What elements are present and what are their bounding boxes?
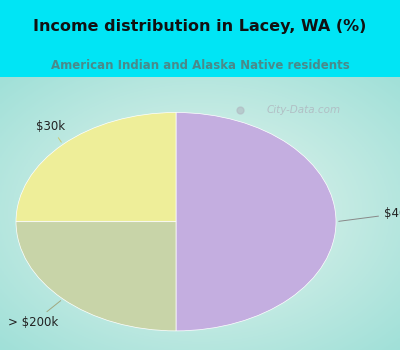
Text: $30k: $30k — [36, 120, 65, 142]
Wedge shape — [16, 112, 176, 222]
Wedge shape — [16, 222, 176, 331]
Text: > $200k: > $200k — [8, 301, 61, 329]
Text: $40k: $40k — [339, 207, 400, 221]
Text: American Indian and Alaska Native residents: American Indian and Alaska Native reside… — [51, 59, 349, 72]
Wedge shape — [176, 112, 336, 331]
Text: Income distribution in Lacey, WA (%): Income distribution in Lacey, WA (%) — [33, 19, 367, 34]
Text: City-Data.com: City-Data.com — [267, 105, 341, 115]
